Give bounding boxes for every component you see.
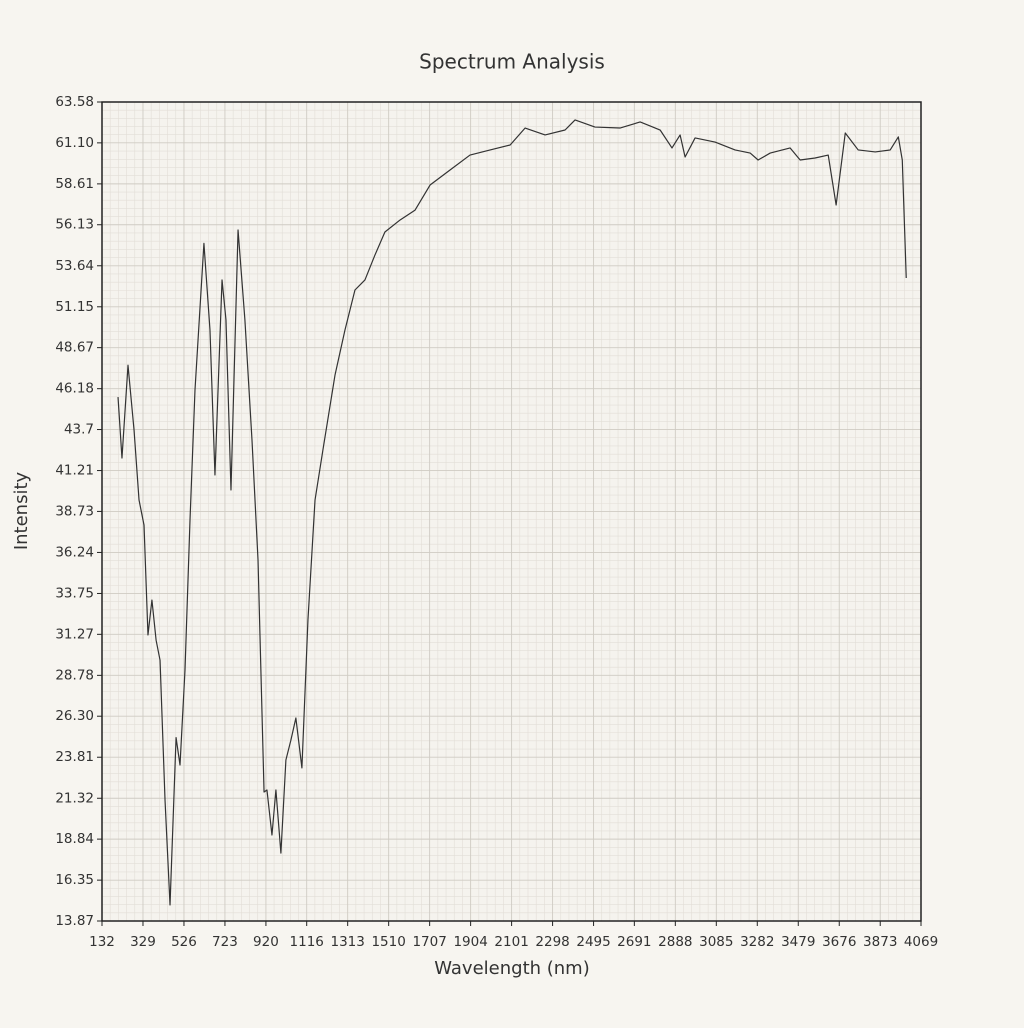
plot xyxy=(117,119,907,906)
grid xyxy=(101,101,922,922)
x-tick-label: 723 xyxy=(212,934,238,950)
y-tick-label: 16.35 xyxy=(55,872,94,888)
x-tick-label: 1904 xyxy=(453,934,487,950)
x-axis-label: Wavelength (nm) xyxy=(434,958,590,979)
y-tick-label: 58.61 xyxy=(55,176,94,192)
x-tick-label: 329 xyxy=(130,934,156,950)
y-tick-label: 61.10 xyxy=(55,135,94,151)
y-tick-label: 28.78 xyxy=(55,667,94,683)
x-tick-label: 1510 xyxy=(371,934,405,950)
y-tick-label: 46.18 xyxy=(55,381,94,397)
y-tick-label: 23.81 xyxy=(55,749,94,765)
chart-title: Spectrum Analysis xyxy=(419,50,605,74)
x-tick-label: 1707 xyxy=(412,934,446,950)
y-tick-label: 51.15 xyxy=(55,299,94,315)
y-tick-label: 26.30 xyxy=(55,708,94,724)
y-axis-label: Intensity xyxy=(11,471,32,550)
y-tick-label: 21.32 xyxy=(55,790,94,806)
x-tick-label: 3479 xyxy=(781,934,815,950)
x-tick-label: 2691 xyxy=(617,934,651,950)
x-tick-label: 3676 xyxy=(822,934,856,950)
y-tick-label: 31.27 xyxy=(55,626,94,642)
y-tick-label: 43.7 xyxy=(64,422,94,438)
x-tick-label: 2101 xyxy=(494,934,528,950)
x-tick-label: 3085 xyxy=(699,934,733,950)
x-tick-label: 920 xyxy=(253,934,279,950)
x-tick-label: 1313 xyxy=(330,934,364,950)
x-tick-label: 2298 xyxy=(535,934,569,950)
y-tick-label: 33.75 xyxy=(55,585,94,601)
y-tick-label: 18.84 xyxy=(55,831,94,847)
x-tick-label: 1116 xyxy=(290,934,324,950)
y-tick-label: 36.24 xyxy=(55,544,94,560)
y-tick-label: 63.58 xyxy=(55,94,94,110)
x-tick-label: 3873 xyxy=(863,934,897,950)
x-tick-label: 3282 xyxy=(740,934,774,950)
y-tick-label: 53.64 xyxy=(55,258,94,274)
y-tick-label: 13.87 xyxy=(55,913,94,929)
spectrum-line xyxy=(117,119,907,906)
x-tick-label: 4069 xyxy=(904,934,938,950)
y-tick-label: 41.21 xyxy=(55,463,94,479)
x-tick-label: 2495 xyxy=(576,934,610,950)
y-tick-label: 38.73 xyxy=(55,503,94,519)
x-tick-label: 526 xyxy=(171,934,197,950)
y-tick-label: 56.13 xyxy=(55,217,94,233)
x-tick-label: 132 xyxy=(89,934,115,950)
y-tick-label: 48.67 xyxy=(55,340,94,356)
x-tick-label: 2888 xyxy=(658,934,692,950)
